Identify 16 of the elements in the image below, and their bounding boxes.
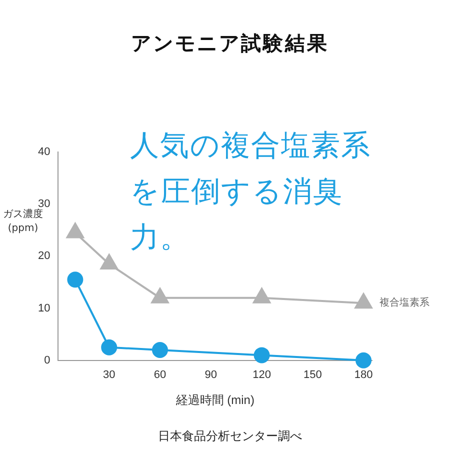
x-tick-label: 30 [102, 369, 116, 382]
series-label: 複合塩素系 [380, 296, 430, 309]
text: 日本食品分析センター調べ [157, 428, 303, 445]
x-tick-label: 90 [204, 369, 218, 382]
y-tick-label: 20 [38, 250, 50, 262]
x-tick-label: 60 [154, 369, 166, 382]
chart-title: アンモニア試験結果 [130, 30, 330, 57]
annotation: 人気の複合塩素系を圧倒する消臭力。 [130, 127, 372, 256]
x-axis-title: 経過時間 (min) [174, 393, 254, 408]
x-tick-label: 150 [303, 369, 322, 382]
y-axis-title: ガス濃度 (ppm) [2, 208, 44, 236]
y-tick-label: 0 [44, 354, 50, 366]
x-tick-label: 180 [354, 369, 373, 382]
x-tick-label: 120 [252, 369, 271, 382]
y-tick-label: 40 [38, 146, 50, 158]
y-tick-label: 10 [38, 302, 50, 314]
